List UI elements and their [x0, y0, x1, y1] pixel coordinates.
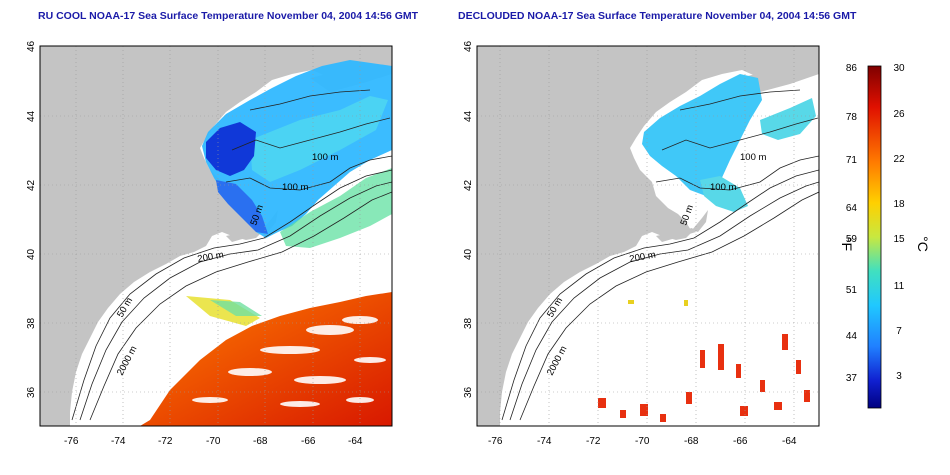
fahrenheit-unit-label: °F: [839, 237, 855, 251]
right-yellow-specks: [628, 300, 688, 306]
left-map: 100 m 100 m 50 m 200 m 50 m 2000 m -76 -…: [26, 40, 393, 447]
right-contour-label: 100 m: [710, 182, 736, 193]
fahrenheit-tick: 37: [846, 373, 858, 384]
left-blue-patch-2: [216, 180, 268, 234]
right-y-tick: 40: [463, 248, 474, 260]
left-x-tick: -72: [158, 436, 173, 447]
celsius-tick: 30: [893, 63, 905, 74]
fahrenheit-tick: 64: [846, 203, 858, 214]
right-map-frame: [476, 45, 820, 427]
right-y-tick: 46: [463, 40, 474, 52]
right-cyan-patch: [700, 176, 748, 212]
right-bathymetry-contours: [501, 89, 819, 421]
celsius-tick: 3: [896, 371, 902, 382]
colorbar: 86 78 71 64 59 51 44 37 30 26 22 18 15 1…: [839, 63, 931, 409]
celsius-tick: 18: [893, 199, 905, 210]
left-contour-label: 50 m: [115, 296, 135, 320]
right-y-tick: 36: [463, 386, 474, 398]
right-y-axis: 46 44 42 40 38 36: [463, 40, 474, 398]
fahrenheit-tick: 71: [846, 155, 858, 166]
right-y-tick: 38: [463, 317, 474, 329]
right-grid: [477, 46, 819, 426]
left-y-axis: 46 44 42 40 38 36: [26, 40, 37, 398]
left-x-tick: -74: [111, 436, 126, 447]
right-warm-specks: [598, 334, 810, 422]
right-contour-label: 200 m: [629, 250, 657, 265]
left-contour-label: 100 m: [312, 152, 338, 163]
right-x-tick: -68: [684, 436, 699, 447]
right-x-tick: -64: [782, 436, 797, 447]
celsius-tick: 11: [894, 281, 905, 292]
celsius-tick: 26: [893, 109, 905, 120]
right-cold-water: [642, 74, 762, 196]
left-bathymetry-contours: [71, 89, 392, 421]
right-cape-cod: [692, 210, 708, 232]
right-contour-label: 50 m: [678, 203, 696, 227]
right-x-tick: -74: [537, 436, 552, 447]
celsius-tick: 15: [893, 234, 905, 245]
left-y-tick: 36: [26, 386, 37, 398]
fahrenheit-tick: 51: [846, 285, 858, 296]
right-contour-label: 50 m: [545, 296, 565, 320]
right-long-island: [656, 228, 696, 242]
celsius-unit-label: °C: [915, 236, 931, 252]
left-contour-label: 200 m: [197, 250, 225, 265]
right-x-axis: -76 -74 -72 -70 -68 -66 -64: [488, 436, 797, 447]
left-x-tick: -64: [348, 436, 363, 447]
left-y-tick: 46: [26, 40, 37, 52]
colorbar-gradient: [867, 65, 882, 409]
right-contour-label: 2000 m: [545, 344, 570, 377]
left-contour-label: 100 m: [282, 182, 308, 193]
colorbar-celsius-ticks: 30 26 22 18 15 11 7 3: [893, 63, 905, 382]
right-cyan-patch-2: [760, 98, 816, 140]
left-y-tick: 38: [26, 317, 37, 329]
left-yellow-streak: [186, 296, 260, 326]
right-y-tick: 42: [463, 179, 474, 191]
right-x-tick: -66: [733, 436, 748, 447]
left-y-tick: 42: [26, 179, 37, 191]
left-map-title: RU COOL NOAA-17 Sea Surface Temperature …: [38, 10, 419, 22]
left-green-band: [280, 168, 392, 248]
right-y-tick: 44: [463, 110, 474, 122]
left-land: [40, 46, 392, 426]
right-x-tick: -72: [586, 436, 601, 447]
right-map-title: DECLOUDED NOAA-17 Sea Surface Temperatur…: [458, 10, 857, 22]
right-contour-label: 100 m: [740, 152, 766, 163]
left-map-frame: [39, 45, 393, 427]
colorbar-fahrenheit-ticks: 86 78 71 64 59 51 44 37: [846, 63, 858, 384]
right-x-tick: -70: [635, 436, 650, 447]
left-x-tick: -76: [64, 436, 79, 447]
left-warm-water: [140, 292, 392, 426]
celsius-tick: 22: [893, 154, 905, 165]
left-y-tick: 44: [26, 110, 37, 122]
right-nova-scotia-coast: [740, 58, 819, 92]
left-x-tick: -68: [253, 436, 268, 447]
right-x-tick: -76: [488, 436, 503, 447]
left-y-tick: 40: [26, 248, 37, 260]
left-green-streak: [210, 300, 262, 316]
fahrenheit-tick: 59: [846, 234, 858, 245]
fahrenheit-tick: 78: [846, 112, 858, 123]
left-grid: [40, 46, 392, 426]
left-x-tick: -66: [301, 436, 316, 447]
left-cloud-speckle: [192, 316, 386, 407]
left-contour-label: 2000 m: [115, 344, 140, 377]
left-x-axis: -76 -74 -72 -70 -68 -66 -64: [64, 436, 363, 447]
celsius-tick: 7: [896, 326, 902, 337]
right-map: 100 m 100 m 50 m 200 m 50 m 2000 m -76 -…: [463, 40, 820, 447]
right-land: [477, 46, 819, 426]
left-cyan-patch: [250, 96, 388, 182]
fahrenheit-tick: 44: [846, 331, 858, 342]
left-x-tick: -70: [206, 436, 221, 447]
fahrenheit-tick: 86: [846, 63, 858, 74]
left-deep-blue-patch: [206, 122, 256, 176]
